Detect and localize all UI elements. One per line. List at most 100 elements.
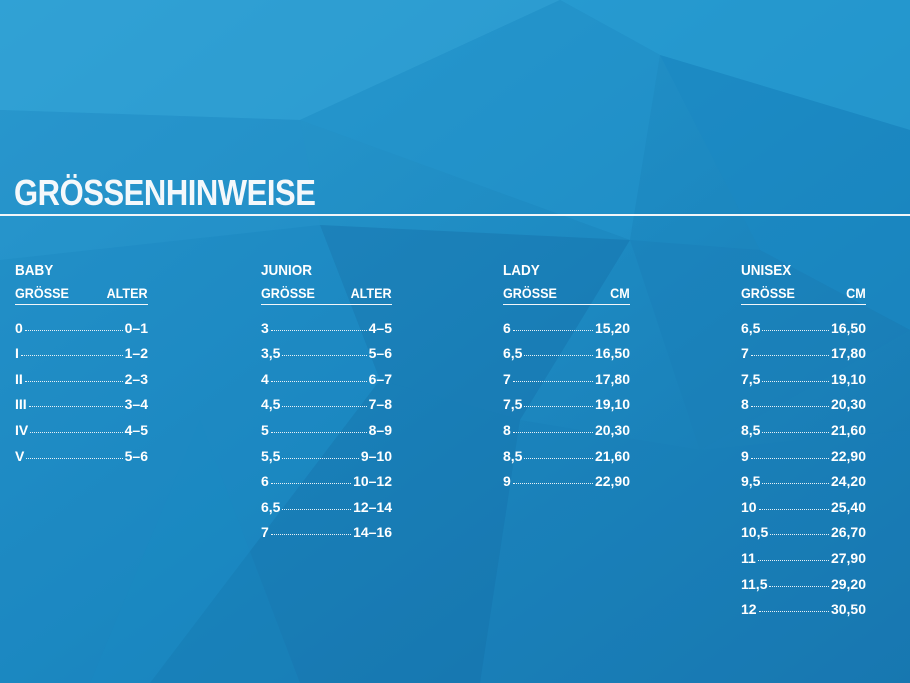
dotted-leader <box>282 355 367 357</box>
header-size-label: GRÖSSE <box>741 285 795 301</box>
dotted-leader <box>750 406 829 408</box>
dotted-leader <box>757 559 829 561</box>
measure-value: 17,80 <box>830 345 866 362</box>
measure-value: 25,40 <box>830 498 866 515</box>
measure-value: 6–7 <box>368 370 392 387</box>
size-value: 9 <box>503 473 511 490</box>
size-row: 6 15,20 <box>503 310 630 336</box>
header-value-label: CM <box>846 285 866 301</box>
dotted-leader <box>762 483 829 485</box>
size-value: 10 <box>741 498 757 515</box>
title-divider <box>0 214 910 216</box>
size-row: 10,5 26,70 <box>741 515 866 541</box>
size-value: III <box>15 396 27 413</box>
size-value: 7,5 <box>503 396 523 413</box>
size-rows: 0 0–1 I 1–2 II 2–3 III 3–4 IV 4–5 V 5–6 <box>15 310 148 464</box>
size-value: 6,5 <box>741 319 761 336</box>
size-row: 6 10–12 <box>261 464 392 490</box>
dotted-leader <box>524 355 593 357</box>
dotted-leader <box>750 457 829 459</box>
size-row: 5,5 9–10 <box>261 438 392 464</box>
size-row: IV 4–5 <box>15 412 148 438</box>
size-value: 7 <box>503 370 511 387</box>
dotted-leader <box>282 406 367 408</box>
dotted-leader <box>512 380 593 382</box>
measure-value: 4–5 <box>124 421 148 438</box>
header-value-label: ALTER <box>350 285 392 301</box>
size-row: II 2–3 <box>15 361 148 387</box>
size-row: 7 17,80 <box>503 361 630 387</box>
measure-value: 4–5 <box>368 319 392 336</box>
dotted-leader <box>512 431 593 433</box>
size-value: 8,5 <box>741 421 761 438</box>
size-value: 8 <box>503 421 511 438</box>
size-row: 9 22,90 <box>741 438 866 464</box>
category-label: BABY <box>15 262 54 279</box>
dotted-leader <box>512 483 593 485</box>
size-column-baby: BABY GRÖSSE ALTER 0 0–1 I 1–2 II 2–3 III 3–4 IV 4… <box>15 260 148 464</box>
size-value: 6 <box>503 319 511 336</box>
dotted-leader <box>270 534 352 536</box>
measure-value: 15,20 <box>594 319 630 336</box>
size-value: 9,5 <box>741 473 761 490</box>
dotted-leader <box>270 329 367 331</box>
size-column-lady: LADY GRÖSSE CM 6 15,20 6,5 16,50 7 17,80 7,5 19… <box>503 260 630 489</box>
dotted-leader <box>762 380 829 382</box>
column-header: GRÖSSE CM <box>741 282 866 305</box>
measure-value: 9–10 <box>360 447 392 464</box>
size-value: 11 <box>741 549 756 566</box>
size-row: 8 20,30 <box>741 387 866 412</box>
size-row: 6,5 12–14 <box>261 489 392 515</box>
dotted-leader <box>270 380 367 382</box>
size-row: 6,5 16,50 <box>503 336 630 362</box>
size-row: 0 0–1 <box>15 310 148 336</box>
size-value: 6 <box>261 473 269 490</box>
column-header: GRÖSSE CM <box>503 282 630 305</box>
size-row: 3 4–5 <box>261 310 392 336</box>
size-row: 5 8–9 <box>261 412 392 438</box>
column-header: GRÖSSE ALTER <box>15 282 148 305</box>
size-row: 7,5 19,10 <box>503 387 630 413</box>
dotted-leader <box>270 431 367 433</box>
header-value-label: ALTER <box>106 285 148 301</box>
measure-value: 8–9 <box>368 421 392 438</box>
size-row: 7 14–16 <box>261 515 392 540</box>
size-value: 3,5 <box>261 345 281 362</box>
measure-value: 3–4 <box>124 396 148 413</box>
header-size-label: GRÖSSE <box>15 285 69 301</box>
size-value: II <box>15 370 23 387</box>
size-value: V <box>15 447 25 464</box>
measure-value: 1–2 <box>124 345 148 362</box>
size-value: 3 <box>261 319 269 336</box>
dotted-leader <box>24 380 123 382</box>
dotted-leader <box>270 483 352 485</box>
size-row: 7,5 19,10 <box>741 361 866 387</box>
size-value: 4,5 <box>261 396 281 413</box>
size-rows: 6,5 16,50 7 17,80 7,5 19,10 8 20,30 8,5 21,60 9 22,… <box>741 310 866 618</box>
size-value: 5 <box>261 421 269 438</box>
dotted-leader <box>28 406 123 408</box>
measure-value: 17,80 <box>594 370 630 387</box>
measure-value: 12–14 <box>353 498 392 515</box>
category-label: UNISEX <box>741 262 792 279</box>
measure-value: 19,10 <box>594 396 630 413</box>
size-value: 11,5 <box>741 575 768 592</box>
measure-value: 19,10 <box>830 370 866 387</box>
dotted-leader <box>20 355 123 357</box>
measure-value: 26,70 <box>830 524 866 541</box>
category-label: JUNIOR <box>261 262 313 279</box>
measure-value: 22,90 <box>594 473 630 490</box>
size-value: IV <box>15 421 29 438</box>
dotted-leader <box>758 611 829 613</box>
measure-value: 22,90 <box>830 447 866 464</box>
dotted-leader <box>770 534 829 536</box>
size-value: 5,5 <box>261 447 281 464</box>
size-row: III 3–4 <box>15 387 148 413</box>
size-row: 9 22,90 <box>503 464 630 490</box>
size-row: 8,5 21,60 <box>741 412 866 438</box>
category-label: LADY <box>503 262 540 279</box>
size-rows: 6 15,20 6,5 16,50 7 17,80 7,5 19,10 8 20,30 8,5 21,… <box>503 310 630 490</box>
page-title: GRÖSSENHINWEISE <box>14 172 316 213</box>
measure-value: 16,50 <box>594 345 630 362</box>
